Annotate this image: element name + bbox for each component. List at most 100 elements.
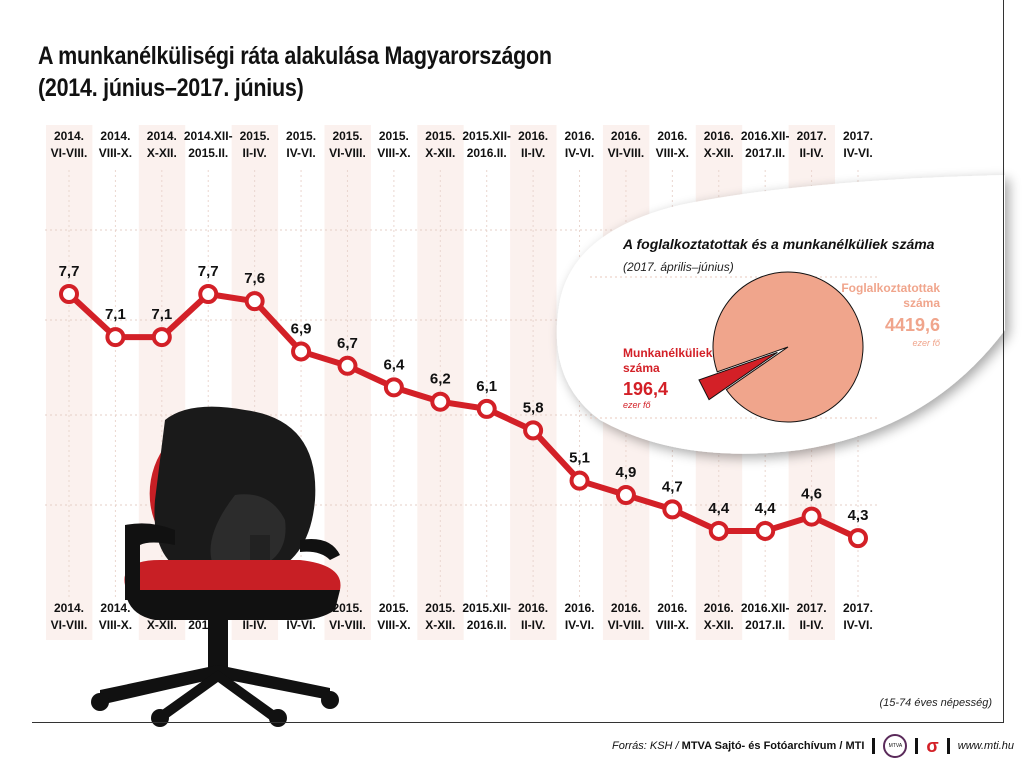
unemployed-unit: ezer fő	[623, 400, 652, 410]
top-x-tick-label: IV-VI.	[565, 146, 594, 160]
top-x-tick-label: 2016.	[518, 129, 548, 143]
data-point	[198, 284, 219, 304]
bottom-x-tick-label: 2017.II.	[745, 618, 785, 632]
top-x-tick-label: 2015.	[240, 129, 270, 143]
data-point	[337, 355, 358, 376]
footer: Forrás: KSH / MTVA Sajtó- és Fotóarchívu…	[612, 734, 1014, 758]
data-point	[708, 520, 729, 541]
pie-bubble: A foglalkoztatottak és a munkanélküliek …	[556, 175, 1005, 454]
data-point	[801, 506, 822, 527]
data-label: 7,1	[105, 306, 126, 323]
data-point	[848, 528, 868, 549]
bottom-x-tick-label: VIII-X.	[656, 618, 689, 632]
top-x-tick-label: 2016.	[565, 129, 595, 143]
top-x-tick-label: VI-VIII.	[51, 146, 88, 160]
data-point	[430, 391, 451, 412]
column-band	[46, 125, 93, 640]
mtva-logo: MTVA	[883, 734, 908, 758]
bottom-x-tick-label: IV-VI.	[843, 618, 872, 632]
data-point	[569, 470, 590, 491]
bottom-x-tick-label: X-XII.	[704, 618, 734, 632]
top-x-tick-label: VIII-X.	[656, 146, 689, 160]
data-label: 4,7	[662, 478, 683, 495]
data-point	[291, 341, 312, 362]
bottom-x-tick-label: VIII-X.	[377, 618, 410, 632]
data-label: 7,7	[59, 263, 80, 280]
bottom-x-tick-label: IV-VI.	[565, 618, 594, 632]
top-x-tick-label: X-XII.	[704, 146, 734, 160]
top-x-tick-label: 2014.	[100, 129, 130, 143]
unemployed-label-2: száma	[623, 361, 660, 375]
pie-slice-employed	[712, 271, 864, 423]
top-x-tick-label: VIII-X.	[99, 146, 132, 160]
top-x-tick-label: 2017.	[797, 129, 827, 143]
bottom-x-tick-label: 2015.	[332, 601, 362, 615]
divider	[872, 738, 876, 754]
bottom-x-tick-label: II-IV.	[521, 618, 545, 632]
bottom-x-tick-label: 2017.	[843, 601, 873, 615]
data-point	[755, 520, 776, 541]
bottom-x-tick-label: 2016.	[518, 601, 548, 615]
population-note: (15-74 éves népesség)	[879, 697, 992, 709]
data-point	[523, 420, 544, 441]
top-x-tick-label: 2017.	[843, 129, 873, 143]
top-x-tick-label: 2015.II.	[188, 146, 228, 160]
data-label: 5,8	[523, 399, 544, 416]
top-x-tick-label: IV-VI.	[286, 146, 315, 160]
bottom-x-tick-label: VI-VIII.	[608, 618, 645, 632]
top-x-tick-label: II-IV.	[799, 146, 823, 160]
bottom-x-tick-label: II-IV.	[243, 618, 267, 632]
top-x-tick-label: 2014.XII-	[184, 129, 233, 143]
bottom-x-tick-label: II-IV.	[799, 618, 823, 632]
top-x-tick-label: 2016.	[611, 129, 641, 143]
bottom-x-tick-label: 2017.	[797, 601, 827, 615]
bottom-x-tick-label: VI-VIII.	[51, 618, 88, 632]
bottom-x-tick-label: 2015.	[379, 601, 409, 615]
bottom-x-tick-label: 2016.	[704, 601, 734, 615]
page-title: A munkanélküliségi ráta alakulása Magyar…	[38, 40, 552, 104]
bottom-x-tick-label: VIII-X.	[99, 618, 132, 632]
data-point	[615, 485, 636, 506]
top-x-tick-label: II-IV.	[521, 146, 545, 160]
top-x-tick-label: VIII-X.	[377, 146, 410, 160]
bottom-x-tick-label: X-XII.	[425, 618, 455, 632]
column-band	[324, 125, 371, 640]
bottom-x-tick-label: 2016.II.	[467, 618, 507, 632]
agency-text: MTVA Sajtó- és Fotóarchívum / MTI	[681, 740, 865, 752]
bottom-x-tick-label: 2015.XII-	[462, 601, 511, 615]
frame-line-right	[1003, 0, 1004, 722]
data-label: 7,1	[151, 306, 172, 323]
top-x-tick-label: 2016.	[657, 129, 687, 143]
top-x-tick-label: 2016.XII-	[741, 129, 790, 143]
divider	[915, 738, 919, 754]
data-label: 4,4	[708, 500, 730, 517]
website-link[interactable]: www.mti.hu	[957, 740, 1014, 752]
top-x-tick-label: 2016.	[704, 129, 734, 143]
data-point	[151, 327, 172, 348]
data-label: 4,3	[848, 507, 869, 524]
top-x-tick-label: 2015.XII-	[462, 129, 511, 143]
bottom-x-tick-label: 2016.	[657, 601, 687, 615]
top-x-tick-label: X-XII.	[147, 146, 177, 160]
top-x-tick-label: 2015.	[425, 129, 455, 143]
data-label: 6,2	[430, 371, 451, 388]
data-label: 4,9	[616, 464, 637, 481]
data-point	[476, 398, 497, 419]
employed-unit: ezer fő	[912, 338, 941, 348]
data-label: 4,4	[755, 500, 777, 517]
bottom-x-tick-label: 2014.	[54, 601, 84, 615]
unemployed-label-1: Munkanélküliek	[623, 346, 713, 360]
data-label: 6,1	[476, 378, 497, 395]
data-label: 6,7	[337, 335, 358, 352]
data-point	[662, 499, 683, 520]
employed-label-2: száma	[903, 296, 940, 310]
data-label: 7,6	[244, 270, 265, 287]
data-point	[244, 291, 265, 312]
data-label: 7,7	[198, 263, 219, 280]
frame-line	[32, 722, 1004, 723]
employed-label-1: Foglalkoztatottak	[841, 281, 940, 295]
top-x-tick-label: 2015.	[379, 129, 409, 143]
top-x-tick-label: 2014.	[147, 129, 177, 143]
employed-value: 4419,6	[885, 315, 940, 335]
